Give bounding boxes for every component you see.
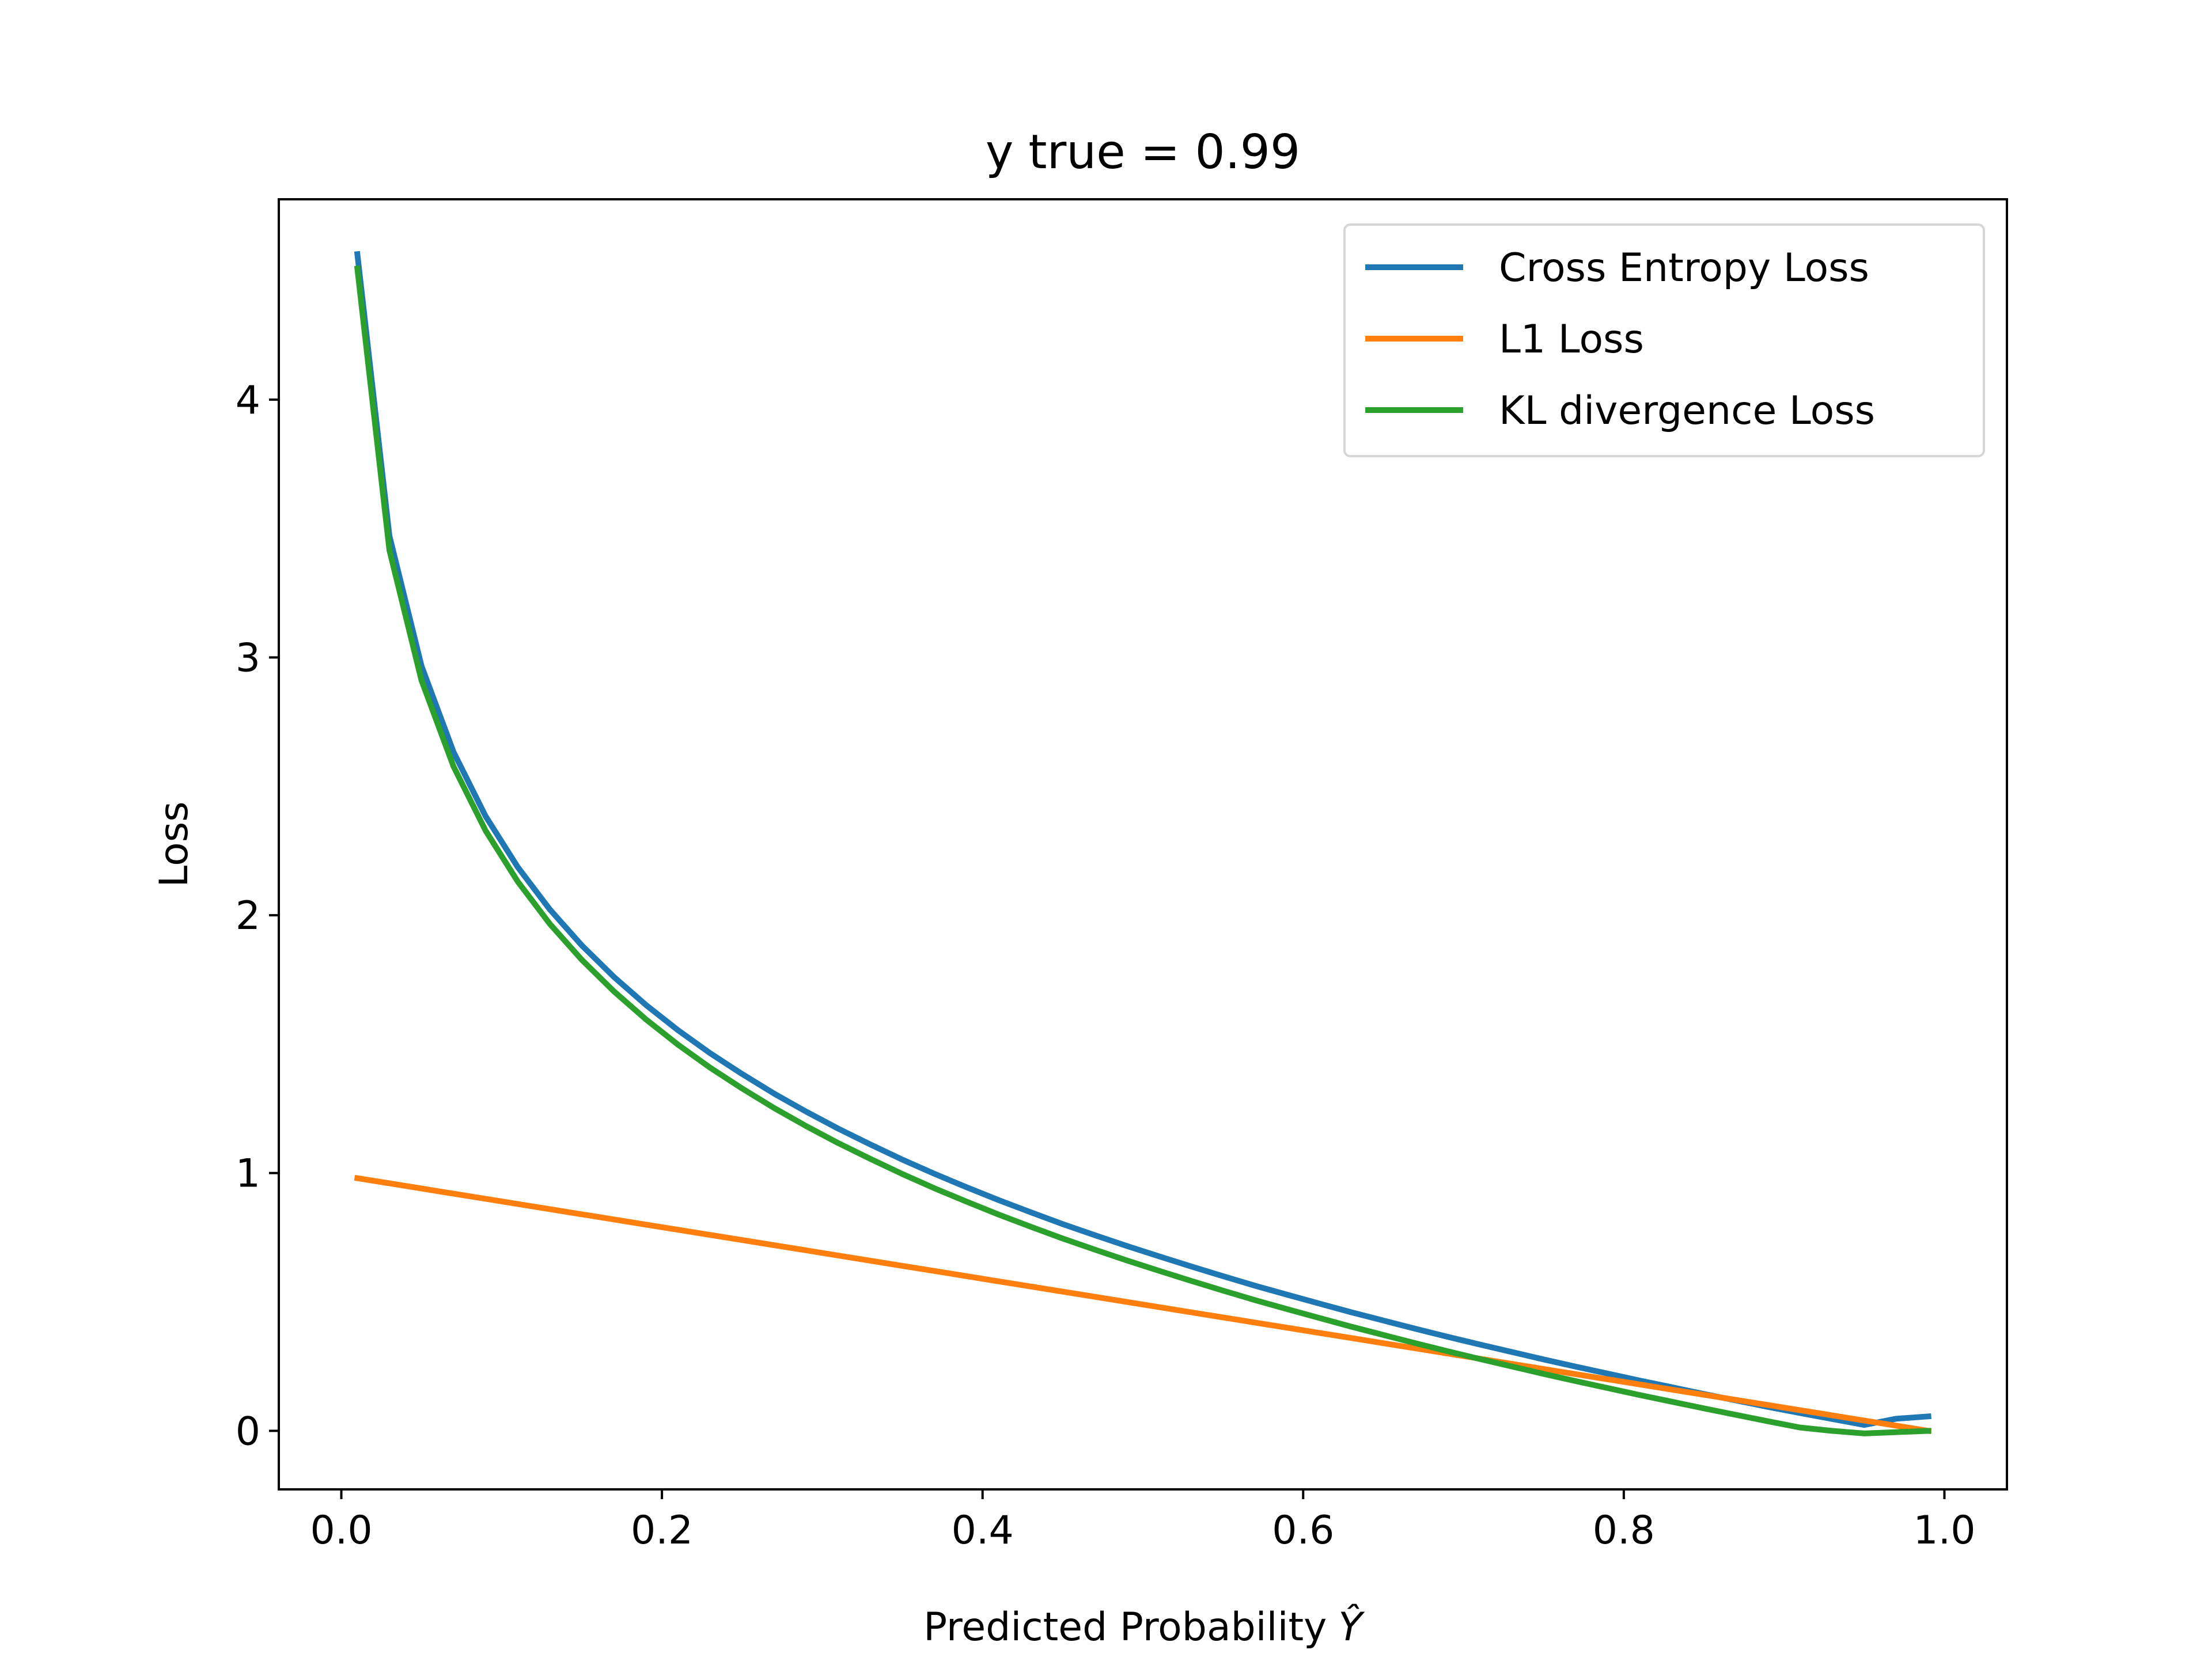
y-tick-label: 4 bbox=[236, 378, 260, 423]
series-line-2 bbox=[354, 265, 1931, 1436]
y-axis-label: Loss bbox=[151, 801, 197, 887]
x-axis-label: Predicted Probability Ŷ bbox=[923, 1604, 1365, 1650]
x-axis-ticks: 0.0 0.2 0.4 0.6 0.8 1.0 bbox=[310, 1489, 1976, 1553]
series-line-1 bbox=[354, 1174, 1932, 1435]
legend-box bbox=[1343, 223, 1985, 457]
x-tick-label: 0.8 bbox=[1593, 1508, 1655, 1553]
plot-frame bbox=[278, 198, 2008, 1491]
x-tick-label: 0.6 bbox=[1272, 1508, 1334, 1553]
y-tick-label: 2 bbox=[236, 893, 260, 939]
y-axis-ticks: 0 1 2 3 4 bbox=[236, 378, 279, 1454]
x-tick-label: 1.0 bbox=[1913, 1508, 1975, 1553]
plot-lines bbox=[354, 251, 1932, 1436]
legend: Cross Entropy Loss L1 Loss KL divergence L… bbox=[1343, 223, 1985, 457]
x-axis-label-text: Predicted Probability bbox=[923, 1605, 1327, 1650]
y-tick-label: 3 bbox=[236, 635, 260, 681]
x-axis-label-symbol: Ŷ bbox=[1338, 1604, 1365, 1650]
x-tick-label: 0.2 bbox=[631, 1508, 693, 1553]
chart-title: y true = 0.99 bbox=[986, 125, 1300, 180]
x-tick-label: 0.0 bbox=[310, 1508, 372, 1553]
legend-label-1: L1 Loss bbox=[1499, 317, 1644, 362]
legend-label-2: KL divergence Loss bbox=[1499, 388, 1875, 434]
legend-label-0: Cross Entropy Loss bbox=[1499, 245, 1869, 291]
y-tick-label: 0 bbox=[236, 1409, 260, 1454]
x-tick-label: 0.4 bbox=[952, 1508, 1014, 1553]
y-tick-label: 1 bbox=[236, 1151, 260, 1197]
